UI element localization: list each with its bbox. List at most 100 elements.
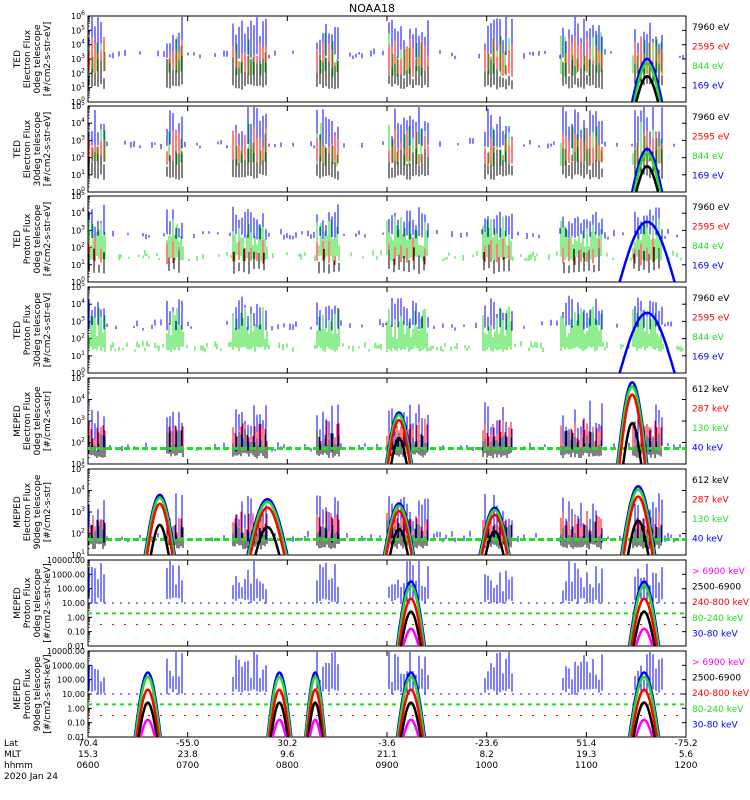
- y-axis-label-line: 30deg telescope: [33, 111, 43, 186]
- y-tick-label: 102: [71, 528, 85, 539]
- footer-tick-label: -55.0: [176, 739, 200, 749]
- y-tick-label: 103: [71, 224, 85, 235]
- footer-tick-label: 1000: [475, 761, 498, 771]
- legend-entry: 240-800 keV: [692, 689, 750, 699]
- y-axis-label-line: 0deg telescope: [33, 204, 43, 274]
- legend-entry: 240-800 keV: [692, 598, 750, 608]
- legend-entry: 2500-6900: [692, 583, 741, 593]
- legend-entry: > 6900 keV: [692, 658, 746, 668]
- y-tick-label: 103: [71, 415, 85, 426]
- legend-entry: 30-80 keV: [692, 629, 738, 639]
- y-axis-label-line: TED: [13, 321, 23, 340]
- y-axis-label-line: Electron Flux: [23, 119, 33, 178]
- y-axis-label-line: 0deg telescope: [33, 386, 43, 456]
- legend-entry: 169 eV: [692, 172, 725, 182]
- y-tick-label: 103: [71, 315, 85, 326]
- legend-entry: 287 keV: [692, 496, 729, 506]
- legend-entry: 612 keV: [692, 385, 729, 395]
- y-tick-label: 1000.00: [52, 661, 85, 670]
- y-axis-label-line: [#/cm2-s-str-eV]: [43, 293, 53, 368]
- legend-entry: 612 keV: [692, 476, 729, 486]
- footer-tick-label: 21.1: [377, 750, 397, 760]
- footer-tick-label: 30.2: [277, 739, 297, 749]
- panel-3: 100 101 102 103 104 105 TED Proton Flux 0deg tel…: [13, 190, 730, 287]
- y-tick-label: 104: [71, 207, 85, 218]
- legend-entry: 169 eV: [692, 262, 725, 272]
- footer-tick-label: 9.6: [280, 750, 295, 760]
- y-axis-label-line: [#/cm2-s-str-eV]: [43, 112, 53, 187]
- footer-tick-label: 15.3: [78, 750, 98, 760]
- footer-tick-label: 0900: [376, 761, 399, 771]
- y-tick-label: 104: [71, 394, 85, 405]
- y-axis-label-line: MEPED: [13, 405, 23, 437]
- legend-entry: 287 keV: [692, 405, 729, 415]
- y-tick-label: 10.00: [62, 690, 85, 699]
- y-tick-label: 101: [71, 549, 85, 560]
- panel-2: 100 101 102 103 104 105 TED Electron Flux 30deg …: [13, 100, 730, 197]
- y-axis-label-line: [#/cm2-s-str-keV]: [43, 654, 53, 733]
- legend-entry: 80-240 keV: [692, 614, 744, 624]
- legend-entry: 2595 eV: [692, 133, 730, 143]
- y-tick-label: 0.10: [67, 628, 85, 637]
- y-tick-label: 102: [71, 333, 85, 344]
- footer-tick-label: -23.6: [475, 739, 499, 749]
- y-tick-label: 10000.00: [47, 647, 85, 656]
- y-axis-label-line: 90deg telescope: [33, 474, 43, 549]
- y-tick-label: 105: [71, 190, 85, 201]
- footer-tick-label: -75.2: [674, 739, 697, 749]
- legend-entry: > 6900 keV: [692, 567, 746, 577]
- y-tick-label: 0.01: [67, 642, 85, 651]
- y-tick-label: 100: [71, 367, 85, 378]
- footer-tick-label: 0800: [276, 761, 299, 771]
- footer-tick-label: 0700: [176, 761, 199, 771]
- y-tick-label: 103: [71, 134, 85, 145]
- legend-entry: 130 keV: [692, 515, 729, 525]
- legend-entry: 844 eV: [692, 62, 725, 72]
- date-label: 2020 Jan 24: [4, 772, 58, 782]
- legend-entry: 2500-6900: [692, 674, 741, 684]
- y-tick-label: 100: [71, 186, 85, 197]
- y-tick-label: 10000.00: [47, 556, 85, 565]
- y-axis-label-line: 0deg telescope: [33, 568, 43, 638]
- legend-entry: 7960 eV: [692, 23, 730, 33]
- footer-tick-label: 23.8: [178, 750, 198, 760]
- y-axis-label-line: MEPED: [13, 587, 23, 619]
- y-axis-label-line: [#/cm2-s-str-eV]: [43, 202, 53, 277]
- y-tick-label: 105: [71, 463, 85, 474]
- y-tick-label: 101: [71, 169, 85, 180]
- y-axis-label-line: [#/cm2-s-str-keV]: [43, 563, 53, 642]
- y-tick-label: 101: [71, 458, 85, 469]
- footer-tick-label: 70.4: [78, 739, 98, 749]
- y-axis-label-line: Electron Flux: [23, 391, 33, 450]
- legend-entry: 40 keV: [692, 535, 724, 545]
- chart-title: NOAA18: [349, 2, 395, 15]
- footer-tick-label: -3.6: [378, 739, 396, 749]
- footer-row-label: hhmm: [4, 761, 33, 771]
- y-tick-label: 101: [71, 82, 85, 93]
- panel-4: 100 101 102 103 104 105 TED Proton Flux 30deg te…: [13, 281, 730, 378]
- legend-entry: 7960 eV: [692, 294, 730, 304]
- y-axis-label-line: TED: [13, 50, 23, 69]
- y-tick-label: 102: [71, 67, 85, 78]
- legend-entry: 169 eV: [692, 353, 725, 363]
- footer-row-label: MLT: [4, 750, 22, 760]
- y-axis-label-line: MEPED: [13, 678, 23, 710]
- y-tick-label: 102: [71, 242, 85, 253]
- y-tick-label: 102: [71, 437, 85, 448]
- legend-entry: 169 eV: [692, 82, 725, 92]
- y-axis-label-line: Proton Flux: [23, 213, 33, 264]
- y-axis-label-line: MEPED: [13, 496, 23, 528]
- footer-tick-label: 51.4: [576, 739, 596, 749]
- y-tick-label: 105: [71, 372, 85, 383]
- legend-entry: 130 keV: [692, 424, 729, 434]
- y-tick-label: 104: [71, 485, 85, 496]
- legend-entry: 2595 eV: [692, 314, 730, 324]
- legend-entry: 2595 eV: [692, 223, 730, 233]
- footer-row-label: Lat: [4, 739, 19, 749]
- panel-8: 10000.00 1000.00 100.00 10.00 1.00 0.10 0.01 ME…: [13, 647, 750, 742]
- y-tick-label: 104: [71, 298, 85, 309]
- y-tick-label: 104: [71, 117, 85, 128]
- y-tick-label: 1.00: [67, 613, 85, 622]
